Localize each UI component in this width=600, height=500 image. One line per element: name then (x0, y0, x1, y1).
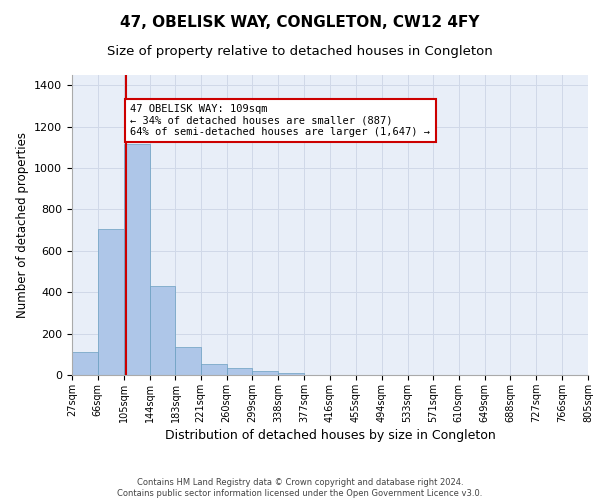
Bar (72, 352, 98, 375)
Bar (253, 372, 278, 375)
Y-axis label: Number of detached properties: Number of detached properties (16, 132, 29, 318)
Bar (149, 286, 175, 375)
Bar (227, 368, 253, 375)
Text: Contains HM Land Registry data © Crown copyright and database right 2024.
Contai: Contains HM Land Registry data © Crown c… (118, 478, 482, 498)
Bar (98, 229, 124, 375)
Bar (200, 364, 227, 375)
Bar (124, 144, 149, 375)
Text: 47 OBELISK WAY: 109sqm
← 34% of detached houses are smaller (887)
64% of semi-de: 47 OBELISK WAY: 109sqm ← 34% of detached… (130, 104, 430, 137)
Bar (278, 372, 304, 375)
Text: 47, OBELISK WAY, CONGLETON, CW12 4FY: 47, OBELISK WAY, CONGLETON, CW12 4FY (120, 15, 480, 30)
Text: Size of property relative to detached houses in Congleton: Size of property relative to detached ho… (107, 45, 493, 58)
Bar (175, 347, 202, 375)
Text: Distribution of detached houses by size in Congleton: Distribution of detached houses by size … (164, 428, 496, 442)
